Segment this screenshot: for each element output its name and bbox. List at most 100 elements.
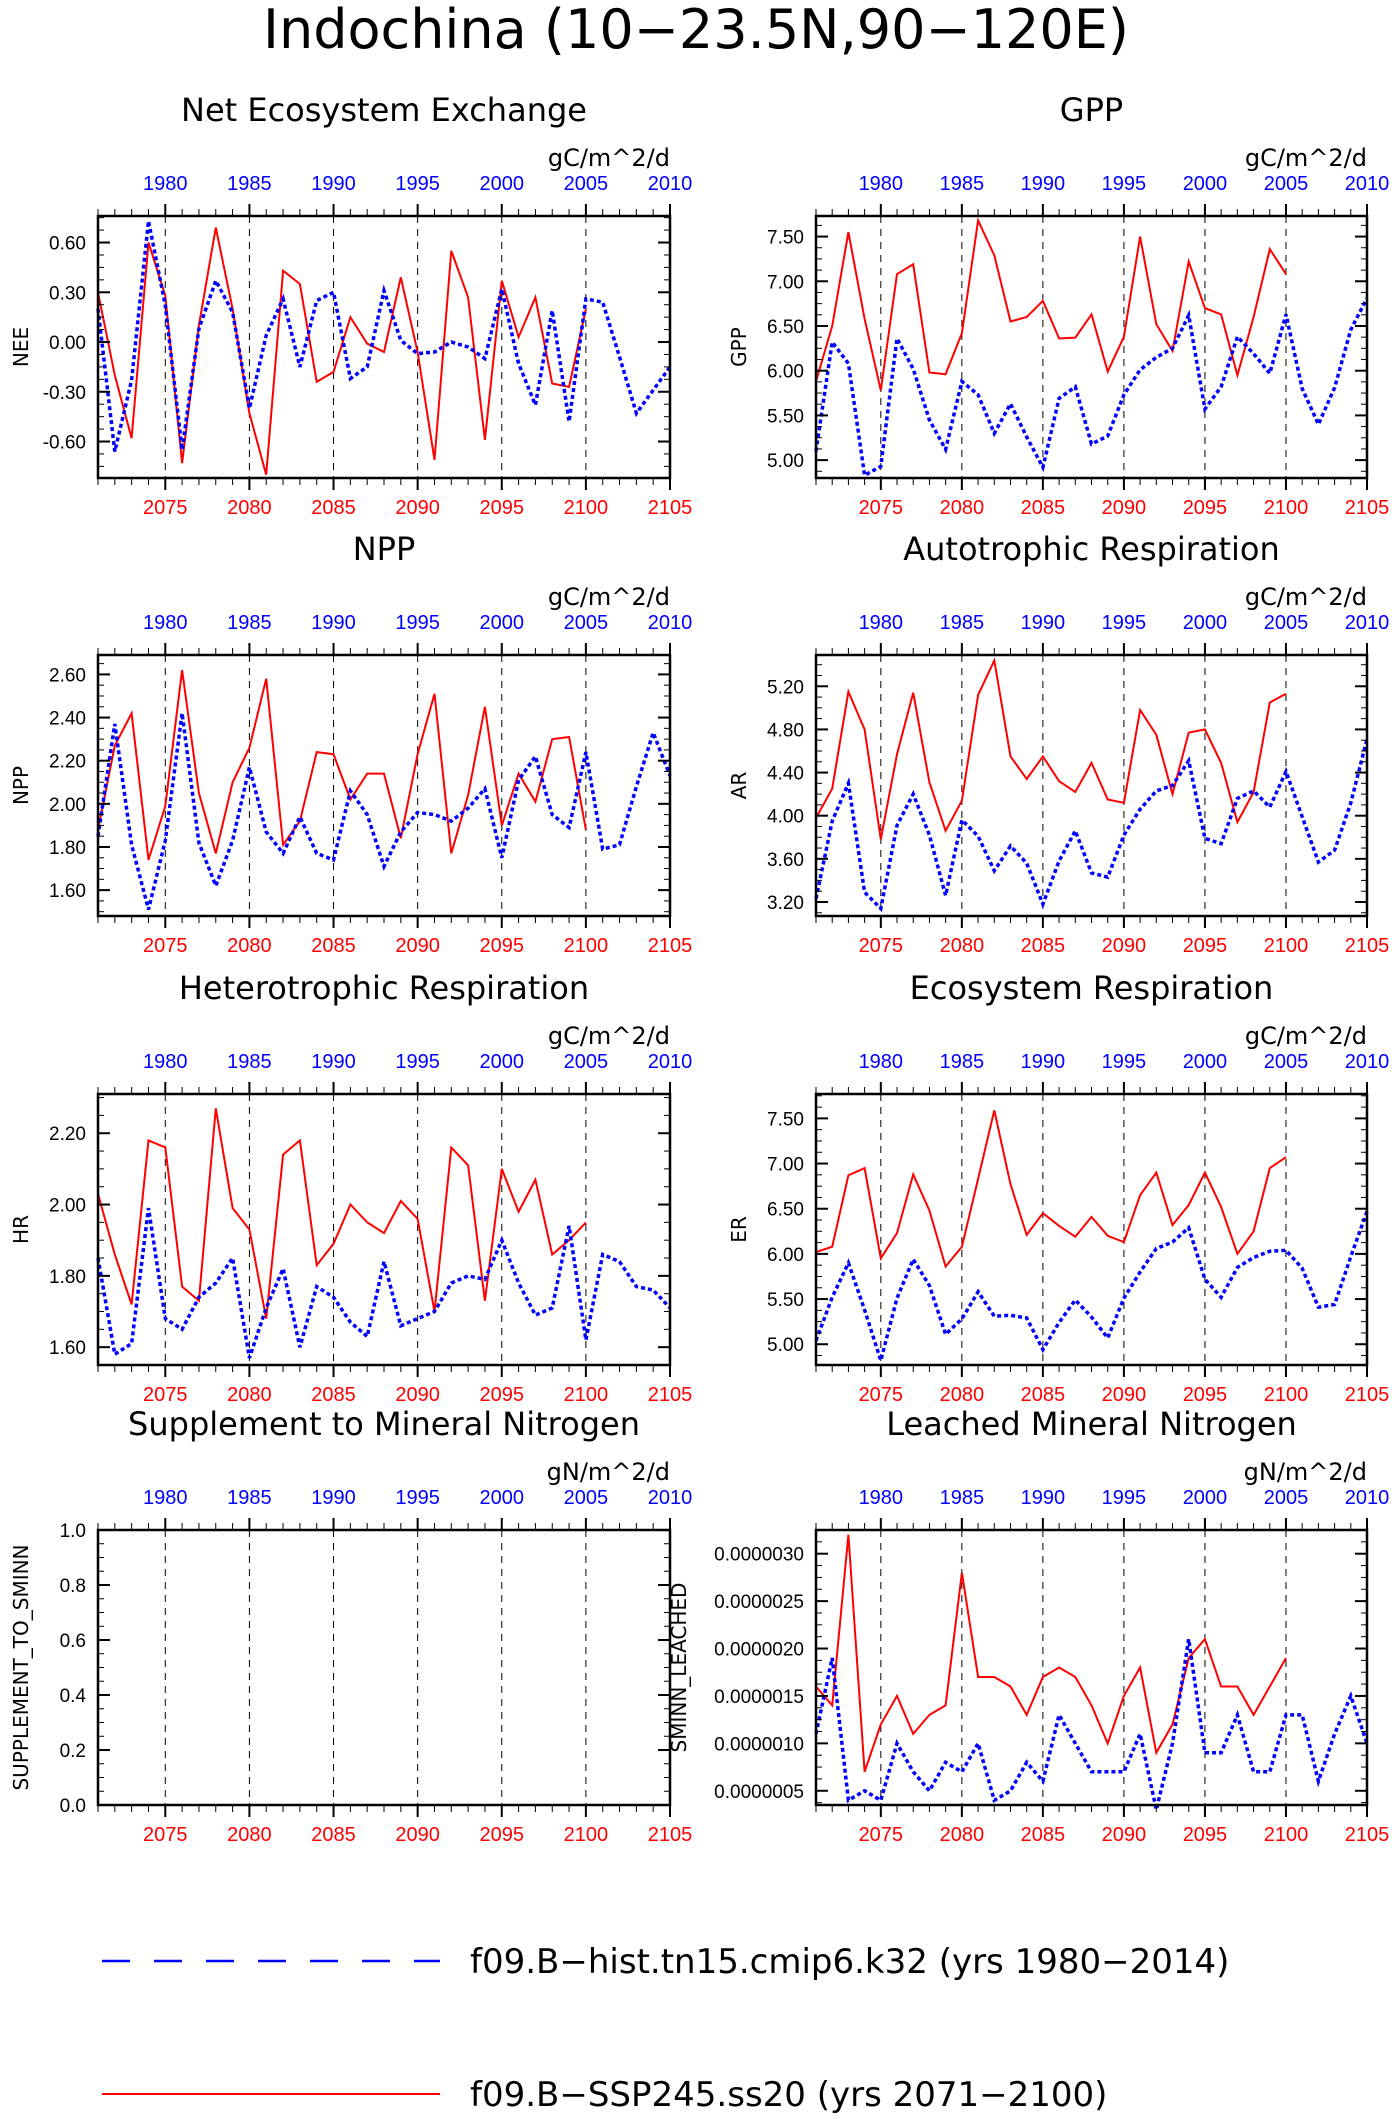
series-ssp245-line: [97, 227, 587, 475]
x-bottom-tick-label: 2100: [1264, 935, 1309, 957]
panel-er: Ecosystem Respiration gC/m^2/d 7.50 7.00 6.5…: [727, 969, 1389, 1406]
x-top-tick-label: 1980: [859, 1051, 904, 1073]
figure-title: Indochina (10−23.5N,90−120E): [263, 0, 1129, 61]
x-top-tick-label: 2005: [1264, 1051, 1309, 1073]
y-tick-label: 0.0000030: [714, 1545, 804, 1566]
x-bottom-tick-label: 2090: [395, 1824, 440, 1846]
y-tick-label: 5.00: [767, 451, 804, 472]
x-bottom-tick-label: 2105: [648, 1824, 693, 1846]
x-bottom-tick-label: 2090: [1102, 935, 1147, 957]
x-top-tick-label: 1990: [1021, 173, 1066, 195]
x-bottom-tick-label: 2095: [1183, 935, 1228, 957]
x-top-tick-label: 2005: [1264, 173, 1309, 195]
x-bottom-tick-label: 2095: [1183, 1824, 1228, 1846]
y-tick-label: 6.50: [767, 317, 804, 338]
y-tick-label: 0.00: [49, 333, 86, 354]
x-top-tick-label: 1995: [395, 612, 440, 634]
x-top-tick-label: 2000: [480, 173, 525, 195]
y-tick-label: 1.0: [60, 1521, 86, 1542]
y-tick-label: 1.80: [49, 1267, 86, 1288]
x-top-tick-label: 1990: [1021, 1487, 1066, 1509]
x-bottom-tick-label: 2100: [564, 497, 609, 519]
x-bottom-tick-label: 2080: [940, 497, 985, 519]
x-top-tick-label: 2005: [564, 1487, 609, 1509]
plot-frame: [814, 1528, 1369, 1807]
x-top-tick-label: 1990: [311, 612, 356, 634]
y-tick-label: 0.0000025: [714, 1592, 804, 1613]
x-bottom-tick-label: 2105: [648, 1384, 693, 1406]
y-tick-label: 0.0: [60, 1796, 86, 1817]
y-tick-label: 6.50: [767, 1200, 804, 1221]
x-bottom-tick-label: 2085: [311, 497, 356, 519]
panel-title: Leached Mineral Nitrogen: [886, 1405, 1297, 1443]
y-tick-label: 3.60: [767, 850, 804, 871]
x-bottom-tick-label: 2090: [395, 497, 440, 519]
x-top-tick-label: 2000: [480, 612, 525, 634]
panel-hr: Heterotrophic Respiration gC/m^2/d 2.20 2.0…: [9, 969, 692, 1406]
x-top-tick-label: 2005: [1264, 1487, 1309, 1509]
y-axis-label: AR: [727, 772, 751, 800]
x-top-tick-label: 2000: [480, 1487, 525, 1509]
x-top-tick-label: 1985: [940, 1051, 985, 1073]
y-tick-label: 0.2: [60, 1741, 86, 1762]
panel-units: gC/m^2/d: [548, 144, 670, 172]
plot-frame: [96, 653, 672, 918]
x-top-tick-label: 1985: [227, 173, 272, 195]
x-bottom-tick-label: 2105: [1345, 1824, 1390, 1846]
x-top-tick-label: 1995: [1102, 173, 1147, 195]
panel-gpp: GPP gC/m^2/d 7.50 7.00 6.50 6.00 5.50 5.00 GPP 20…: [727, 91, 1389, 519]
y-tick-label: 0.0000005: [714, 1782, 804, 1803]
x-top-tick-label: 2010: [1345, 173, 1390, 195]
x-top-tick-label: 1985: [940, 1487, 985, 1509]
plot-frame: [814, 214, 1369, 480]
plot-frame: [96, 1528, 672, 1807]
x-top-tick-label: 2010: [648, 1487, 693, 1509]
x-top-tick-label: 2010: [648, 173, 693, 195]
x-top-tick-label: 2000: [1183, 173, 1228, 195]
y-tick-label: 0.30: [49, 283, 86, 304]
x-top-tick-label: 1985: [227, 612, 272, 634]
x-bottom-tick-label: 2095: [1183, 497, 1228, 519]
x-top-tick-label: 1985: [940, 173, 985, 195]
y-tick-label: 5.50: [767, 1290, 804, 1311]
y-tick-label: 2.40: [49, 709, 86, 730]
x-top-tick-label: 1980: [859, 612, 904, 634]
panel-sminn-leached: Leached Mineral Nitrogen gN/m^2/d 0.000003…: [667, 1405, 1389, 1846]
legend: f09.B−hist.tn15.cmip6.k32 (yrs 1980−2014…: [102, 1942, 1229, 2115]
x-top-tick-label: 1990: [1021, 612, 1066, 634]
y-axis-label: NPP: [9, 766, 33, 805]
x-bottom-tick-label: 2095: [1183, 1384, 1228, 1406]
y-tick-label: 0.8: [60, 1576, 86, 1597]
y-tick-label: 0.4: [60, 1686, 87, 1707]
x-top-tick-label: 1995: [395, 1051, 440, 1073]
x-top-tick-label: 2005: [564, 612, 609, 634]
panel-units: gC/m^2/d: [1245, 144, 1367, 172]
panel-nee: Net Ecosystem Exchange gC/m^2/d 0.60 0.30 0.…: [9, 91, 692, 519]
y-tick-label: -0.60: [43, 433, 86, 454]
panel-title: Heterotrophic Respiration: [179, 969, 589, 1007]
panel-units: gC/m^2/d: [1245, 583, 1367, 611]
y-tick-label: 7.00: [767, 1155, 804, 1176]
y-tick-label: -0.30: [43, 383, 86, 404]
x-bottom-tick-label: 2100: [564, 1824, 609, 1846]
x-top-tick-label: 1985: [227, 1487, 272, 1509]
series-hist-line: [814, 1638, 1369, 1811]
x-bottom-tick-label: 2100: [1264, 1384, 1309, 1406]
y-tick-label: 0.60: [49, 234, 86, 255]
x-bottom-tick-label: 2085: [311, 935, 356, 957]
series-ssp245-line: [815, 657, 1287, 840]
x-top-tick-label: 2010: [648, 612, 693, 634]
x-top-tick-label: 1980: [859, 173, 904, 195]
x-bottom-tick-label: 2095: [480, 497, 525, 519]
y-tick-label: 1.80: [49, 838, 86, 859]
series-hist-line: [96, 220, 672, 452]
series-hist-line: [814, 297, 1369, 479]
panels: Net Ecosystem Exchange gC/m^2/d 0.60 0.30 0.…: [9, 91, 1389, 1846]
x-bottom-tick-label: 2095: [480, 935, 525, 957]
x-bottom-tick-label: 2090: [395, 1384, 440, 1406]
x-top-tick-label: 2005: [1264, 612, 1309, 634]
x-top-tick-label: 2000: [480, 1051, 525, 1073]
x-top-tick-label: 2010: [1345, 1051, 1390, 1073]
x-bottom-tick-label: 2080: [227, 1384, 272, 1406]
y-tick-label: 2.00: [49, 1196, 86, 1217]
